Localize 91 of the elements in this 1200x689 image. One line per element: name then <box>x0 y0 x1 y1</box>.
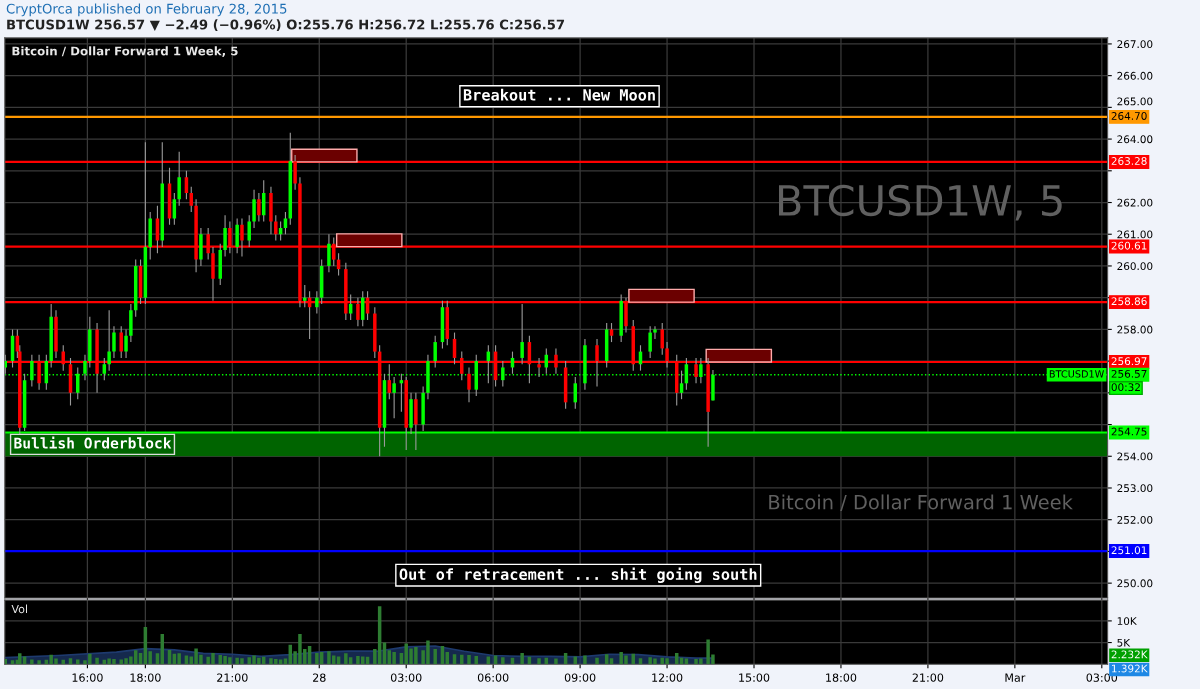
candlestick <box>660 322 664 356</box>
candlestick <box>392 376 396 419</box>
candlestick <box>274 214 278 242</box>
y-tick-label: 266.00 <box>1117 71 1153 80</box>
candlestick <box>467 366 471 403</box>
candlestick <box>119 325 123 359</box>
y-tick-label: 258.00 <box>1117 325 1153 334</box>
x-tick-label: Mar <box>1005 673 1026 682</box>
candlestick <box>653 325 657 340</box>
bar <box>520 652 524 665</box>
bar <box>595 657 599 665</box>
candlestick <box>223 214 227 257</box>
candlestick <box>107 309 111 372</box>
x-tick-label: 16:00 <box>72 673 103 682</box>
candlestick <box>315 290 319 315</box>
bar <box>344 653 348 665</box>
ref-line-label: 263.28 <box>1111 157 1147 165</box>
bar <box>356 655 360 665</box>
bar <box>392 652 396 665</box>
x-tick-label: 18:00 <box>826 673 857 682</box>
ref-line-label: 264.70 <box>1111 112 1147 120</box>
x-tick-label: 21:00 <box>912 673 944 682</box>
y-tick-label: 253.00 <box>1117 484 1153 493</box>
ref-line-label: 256.57 <box>1111 369 1147 378</box>
x-tick-label: 21:00 <box>217 673 248 682</box>
ref-line-label: 251.01 <box>1111 546 1147 555</box>
candlestick <box>303 284 307 308</box>
x-tick-label: 03:00 <box>390 673 422 682</box>
x-tick-label: 09:00 <box>564 673 596 682</box>
candlestick <box>283 211 288 235</box>
candlestick <box>235 217 239 254</box>
ref-line-label: 258.86 <box>1111 297 1147 306</box>
x-tick-label: 18:00 <box>130 673 161 682</box>
candlestick <box>112 325 116 359</box>
y-tick-label: 262.00 <box>1117 198 1153 207</box>
bar <box>95 657 99 665</box>
band-label: Bullish Orderblock <box>14 436 172 449</box>
y-tick-label: 254.00 <box>1117 452 1153 461</box>
text: 00:32 <box>1111 383 1140 392</box>
text: BTCUSD1W 256.57 ▼ −2.49 (−0.96%) O:255.76 H:256.72 L:255.76 C:256.57 <box>7 19 565 32</box>
candlestick <box>124 328 128 359</box>
annotation: BTCUSD1W <box>1049 370 1104 378</box>
y-tick-label: 252.00 <box>1117 515 1153 524</box>
candlestick <box>257 192 261 223</box>
annotation: Bitcoin / Dollar Forward 1 Week <box>769 494 1073 512</box>
candlestick <box>520 303 524 365</box>
y-tick-label: 267.00 <box>1117 40 1153 49</box>
bar <box>433 649 437 665</box>
bar <box>583 655 587 665</box>
ref-line-label: 254.75 <box>1111 427 1147 436</box>
ref-line-label: 260.61 <box>1111 241 1147 250</box>
y-tick-label: 265.00 <box>1117 97 1153 106</box>
y-tick-label: 10K <box>1117 617 1137 626</box>
text: CryptOrca published on February 28, 2015 <box>6 3 287 17</box>
bar <box>177 653 181 665</box>
candlestick <box>252 189 256 229</box>
y-tick-label: 261.00 <box>1117 230 1153 239</box>
bar <box>30 659 34 665</box>
annotation: Out of retracement ... shit going south <box>399 567 757 583</box>
y-tick-label: 250.00 <box>1117 579 1153 588</box>
candlestick <box>348 293 353 321</box>
x-tick-label: 06:00 <box>477 673 509 682</box>
annotation: Breakout ... New Moon <box>463 88 655 101</box>
x-tick-label: 12:00 <box>652 673 683 682</box>
text: 2.232K <box>1111 650 1148 659</box>
candlestick <box>433 335 437 369</box>
candlestick <box>648 325 652 359</box>
bar <box>537 658 541 665</box>
annotation: BTCUSD1W, 5 <box>779 184 1062 221</box>
chart-title: Vol <box>11 604 27 614</box>
candlestick <box>247 214 251 248</box>
x-tick-label: 15:00 <box>739 673 770 682</box>
candlestick <box>327 233 331 273</box>
bar <box>18 653 22 665</box>
bar <box>460 654 464 665</box>
candlestick <box>177 151 181 207</box>
text: 1.392K <box>1112 664 1148 673</box>
text: Bitcoin / Dollar Forward 1 Week, 5 <box>12 46 238 57</box>
y-tick-label: 5K <box>1117 638 1131 647</box>
bar <box>327 651 331 665</box>
ref-line-label: 256.97 <box>1111 357 1147 366</box>
y-tick-label: 260.00 <box>1117 262 1153 271</box>
bar <box>554 658 558 665</box>
candlestick <box>293 154 297 191</box>
bar <box>315 652 319 665</box>
bar <box>467 655 471 665</box>
bar <box>37 660 41 665</box>
candlestick <box>609 322 614 343</box>
x-tick-label: 28 <box>313 673 326 682</box>
y-tick-label: 264.00 <box>1117 135 1153 144</box>
bar <box>501 657 505 665</box>
